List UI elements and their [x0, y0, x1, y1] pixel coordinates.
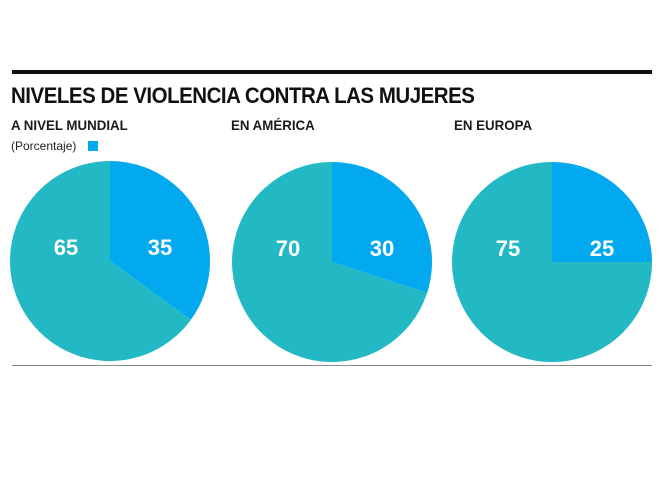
pie-title-america: EN AMÉRICA — [231, 117, 315, 133]
pie-europa-label-75: 75 — [496, 236, 520, 261]
pie-europa-label-25: 25 — [590, 236, 614, 261]
bottom-rule — [12, 365, 652, 366]
pie-europa-slice-25 — [552, 162, 652, 262]
pie-america-label-30: 30 — [370, 236, 394, 261]
pie-america-label-70: 70 — [276, 236, 300, 261]
pie-america-slice-70 — [232, 162, 428, 362]
top-rule — [12, 70, 652, 74]
legend-swatch — [88, 141, 98, 151]
pie-mundial-label-65: 65 — [54, 235, 78, 260]
pie-europa-slice-75 — [452, 162, 652, 362]
pie-mundial-label-35: 35 — [148, 235, 172, 260]
pie-europa: 25 75 — [452, 162, 652, 362]
pie-mundial: 35 65 — [9, 161, 210, 362]
chart-title: NIVELES DE VIOLENCIA CONTRA LAS MUJERES — [11, 83, 475, 108]
pie-america-slice-30 — [332, 162, 433, 293]
pie-mundial-slice-35 — [110, 161, 210, 320]
unit-label: (Porcentaje) — [11, 139, 77, 153]
pie-title-europa: EN EUROPA — [454, 117, 533, 133]
pie-title-mundial: A NIVEL MUNDIAL — [11, 117, 128, 133]
pie-america: 30 70 — [232, 162, 433, 362]
pie-mundial-slice-65 — [9, 161, 191, 362]
